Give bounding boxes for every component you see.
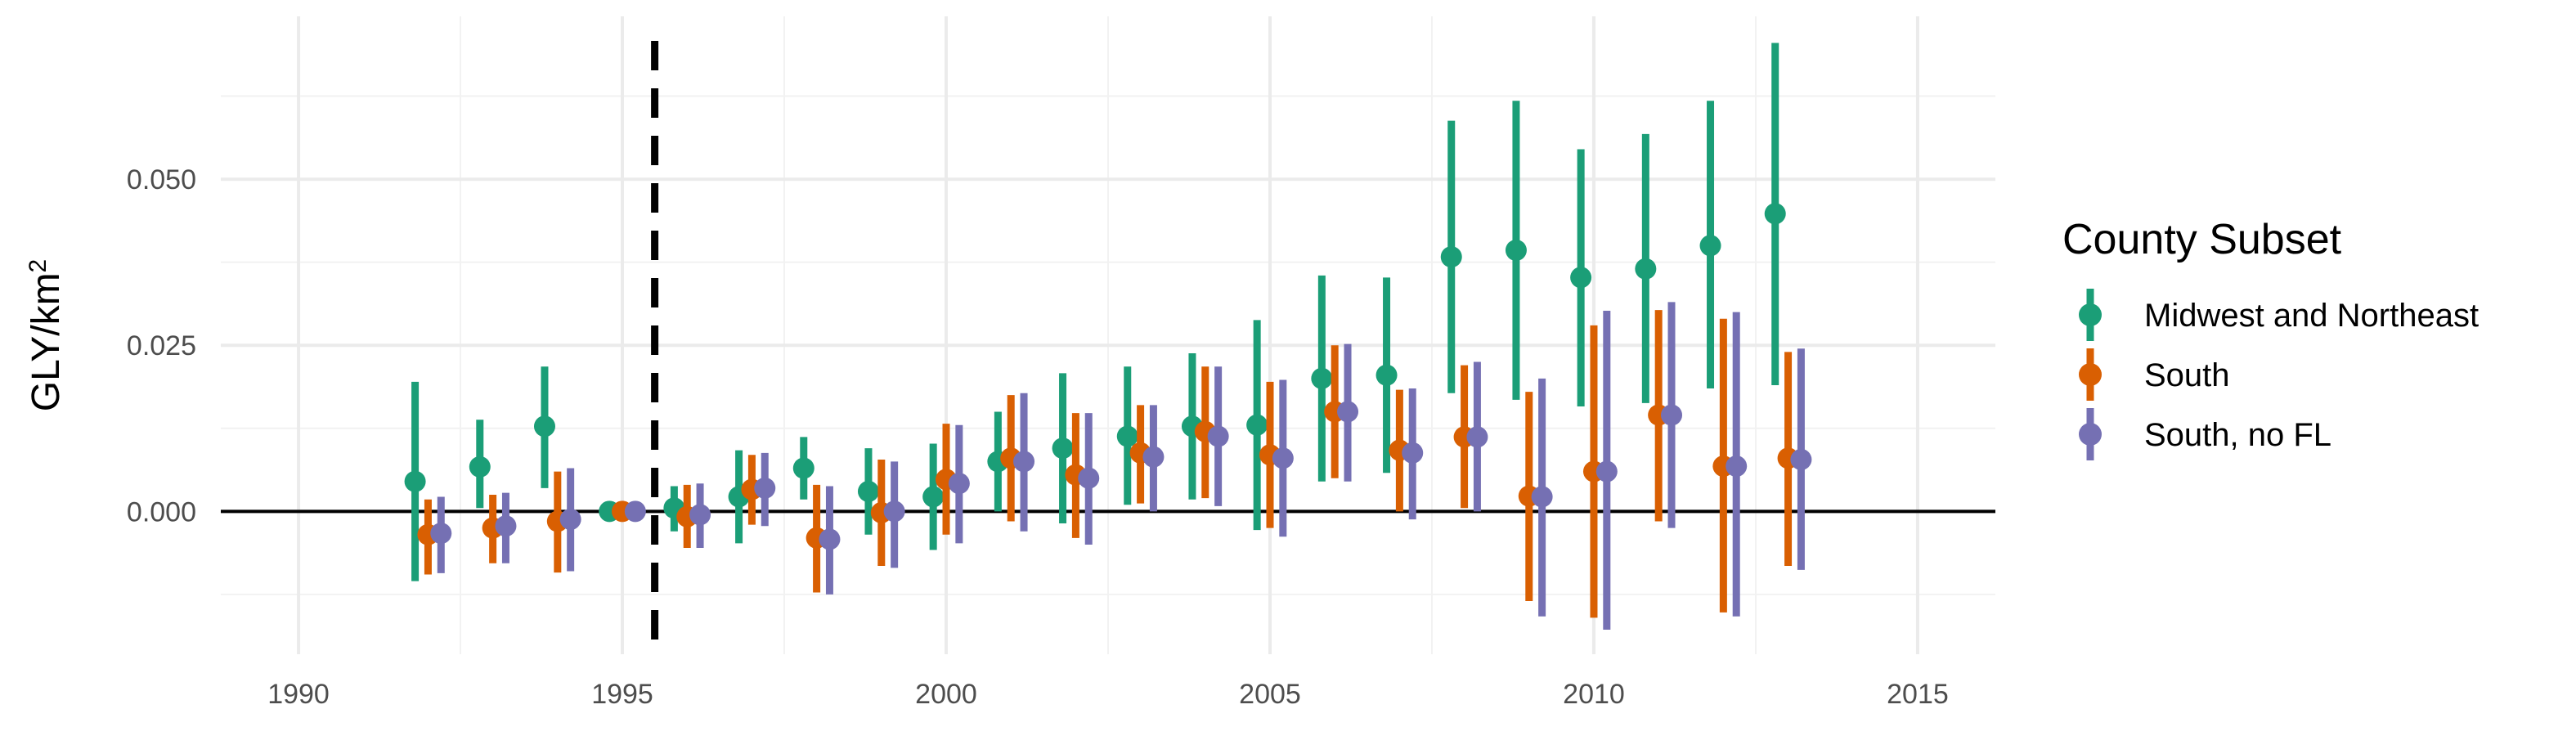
data-point [1635,258,1657,280]
y-axis-title: GLY/km2 [25,259,69,412]
data-point [1207,425,1229,447]
data-point [948,473,970,495]
y-axis-title-superscript: 2 [25,259,52,273]
data-point [1699,235,1721,257]
data-point [819,528,841,550]
data-point [1595,460,1618,482]
legend: County Subset Midwest and Northeast South… [2062,216,2479,460]
data-point [689,504,711,526]
data-point [857,480,879,502]
legend-title: County Subset [2062,216,2342,263]
legend-key-point [2079,423,2102,446]
data-point [1402,442,1424,464]
x-tick-label: 2010 [1563,679,1625,710]
series-2 [430,302,1812,630]
legend-key-point [2079,303,2102,326]
series-0 [404,43,1786,581]
x-tick-label: 2015 [1887,679,1949,710]
legend-key-point [2079,363,2102,386]
data-point [1726,456,1748,478]
data-point [1531,486,1553,508]
x-tick-label: 2005 [1239,679,1301,710]
data-point [404,470,426,492]
data-point [1790,448,1812,470]
data-point [1337,401,1359,423]
legend-entry-label: Midwest and Northeast [2144,298,2479,334]
data-point [624,500,646,523]
y-tick-label: 0.050 [127,164,196,195]
data-point [1570,267,1592,289]
x-tick-label: 1995 [591,679,653,710]
data-point [1116,425,1138,447]
data-point [1142,446,1165,468]
legend-entry-label: South [2144,357,2230,393]
legend-entry-label: South, no FL [2144,417,2331,453]
reference-lines [221,41,1995,654]
grid-lines [221,16,1995,654]
data-point [533,415,555,438]
data-point [1764,203,1786,225]
x-tick-label: 1990 [267,679,330,710]
data-point [495,515,517,537]
data-series [404,43,1812,630]
data-point [922,486,945,508]
data-point [1052,438,1074,460]
data-point [1013,451,1035,473]
data-point [1466,426,1488,448]
y-tick-label: 0.025 [127,330,196,361]
y-axis-title-text: GLY/km [25,272,68,411]
data-point [1505,240,1527,261]
data-point [1376,364,1398,386]
data-point [1246,414,1268,436]
data-point [1440,246,1462,268]
data-point [754,477,776,499]
data-point [1661,404,1683,426]
data-point [792,457,815,479]
data-point [883,500,905,523]
x-tick-label: 2000 [915,679,977,710]
data-point [1272,447,1294,469]
data-point [1311,367,1333,389]
data-point [1078,467,1100,489]
data-point [469,456,491,478]
data-point [430,523,452,545]
data-point [559,509,581,531]
y-tick-label: 0.000 [127,496,196,527]
axes: GLY/km2 1990 1995 2000 2005 2010 2015 0.000 0.0… [25,164,1949,710]
